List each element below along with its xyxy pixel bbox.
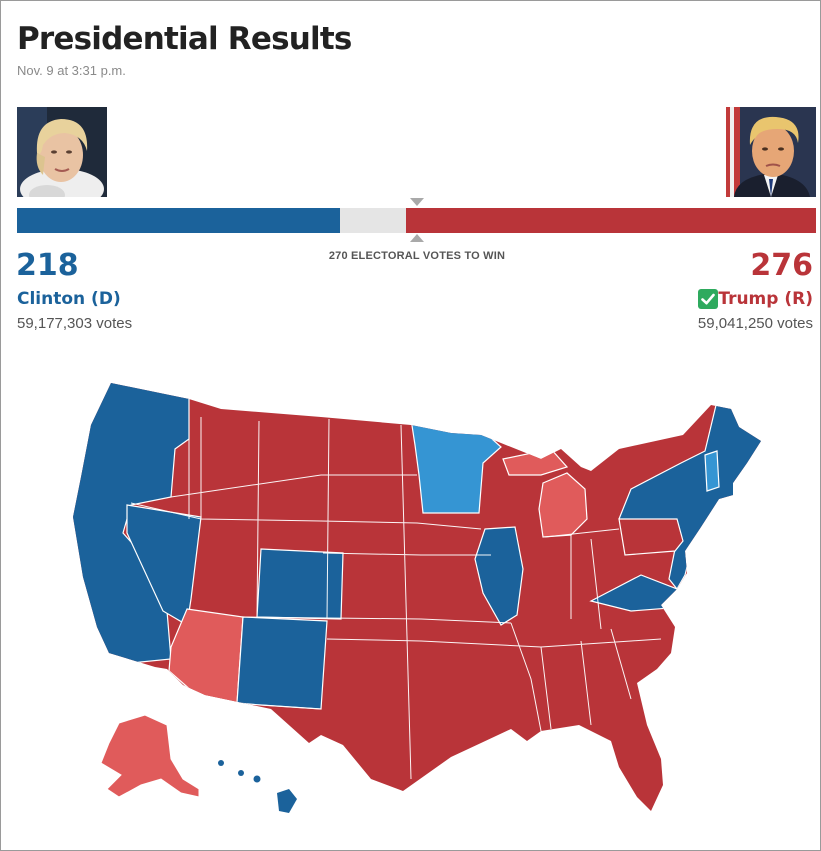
clinton-electoral-votes: 218 xyxy=(16,248,79,283)
state-pennsylvania xyxy=(618,518,684,556)
state-colorado xyxy=(256,548,344,620)
trump-electoral-votes: 276 xyxy=(750,248,813,283)
state-hawaii xyxy=(218,760,297,813)
state-illinois xyxy=(474,526,524,626)
state-alaska xyxy=(100,714,200,798)
threshold-marker-top xyxy=(410,198,424,206)
trump-electoral-bar xyxy=(406,208,816,233)
threshold-label: 270 ELECTORAL VOTES TO WIN xyxy=(328,250,506,262)
trump-name: Trump (R) xyxy=(718,289,813,309)
threshold-marker-bottom xyxy=(410,234,424,242)
uncalled-electoral-bar xyxy=(340,208,406,233)
update-timestamp: Nov. 9 at 3:31 p.m. xyxy=(17,63,126,78)
state-michigan-lower xyxy=(538,472,588,538)
check-icon xyxy=(698,289,718,309)
clinton-portrait-image xyxy=(17,107,107,197)
state-new-hampshire xyxy=(704,450,720,492)
page-title: Presidential Results xyxy=(17,21,352,57)
clinton-electoral-bar xyxy=(17,208,340,233)
trump-popular-votes: 59,041,250 votes xyxy=(697,315,813,332)
clinton-photo xyxy=(17,107,107,197)
trump-photo xyxy=(726,107,816,197)
us-results-map xyxy=(73,383,761,813)
clinton-name: Clinton (D) xyxy=(17,289,121,309)
clinton-popular-votes: 59,177,303 votes xyxy=(17,315,133,332)
trump-portrait-image xyxy=(726,107,816,197)
state-new-mexico xyxy=(236,616,328,710)
